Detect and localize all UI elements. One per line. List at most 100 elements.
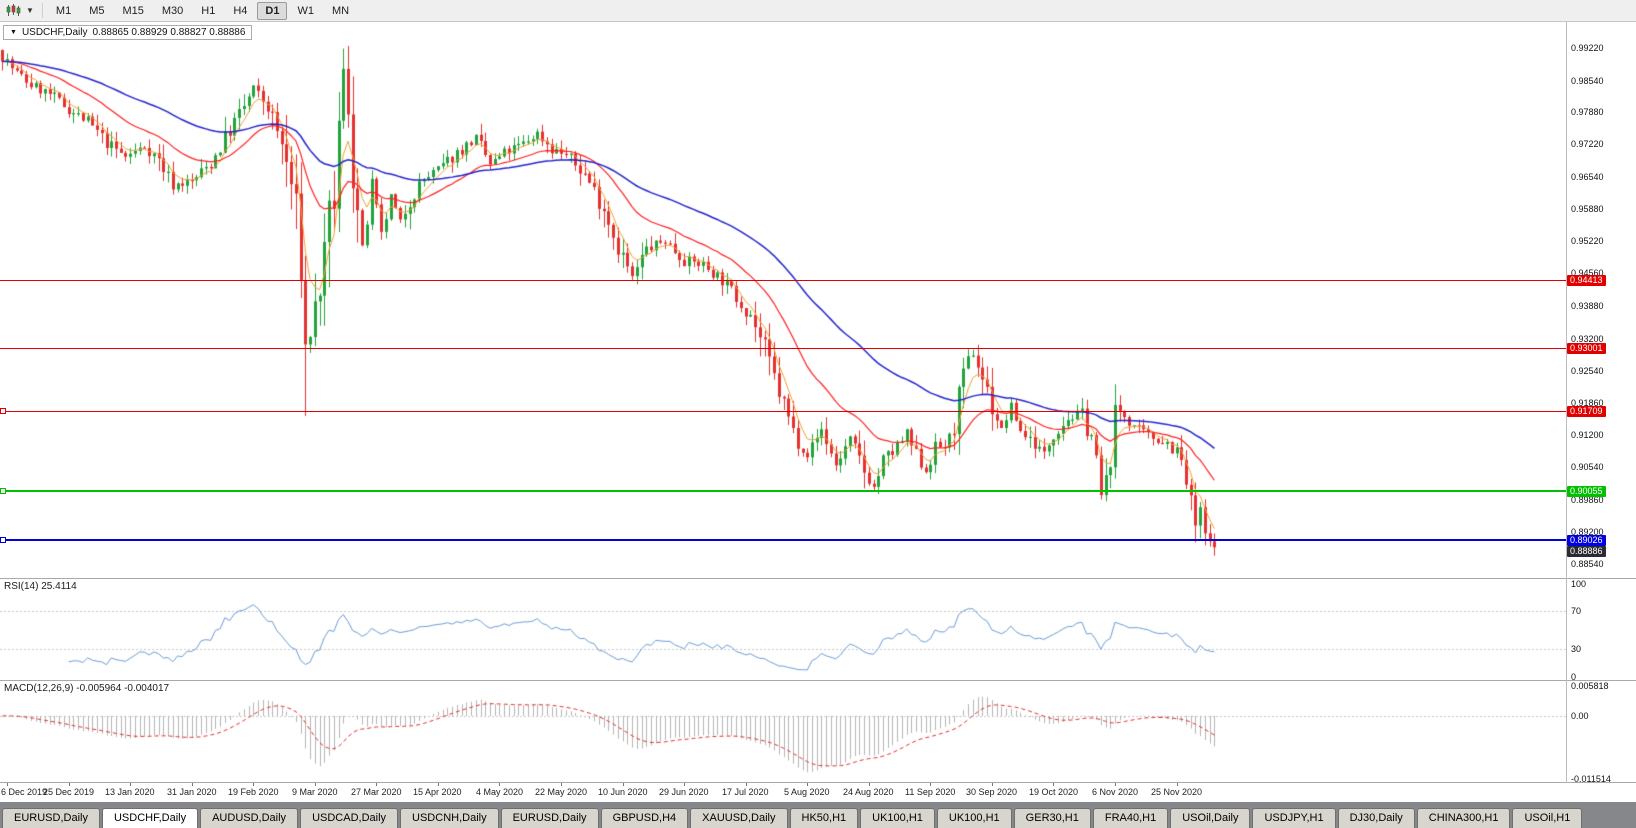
symbol-tab-usdchf-daily[interactable]: USDCHF,Daily [101,808,199,828]
date-label: 30 Sep 2020 [966,787,1018,797]
price-axis-tick: 0.95880 [1571,204,1604,215]
timeframe-button-mn[interactable]: MN [331,4,350,17]
price-axis-tick: 0.98540 [1571,75,1604,86]
timeframe-button-m15[interactable]: M15 [122,4,144,17]
price-axis-tick: 0.91200 [1571,430,1604,441]
hline-0.89026[interactable] [0,539,1566,541]
symbol-tab-usdcnh-daily[interactable]: USDCNH,Daily [400,808,499,828]
date-label: 29 Jun 2020 [659,787,709,797]
price-tag-0.90055: 0.90055 [1567,486,1606,497]
timeframe-button-d1[interactable]: D1 [257,1,288,20]
price-axis-tick: 0.90540 [1571,462,1604,473]
price-axis-tick: 0.93200 [1571,333,1604,344]
macd-axis-tick: 0.005818 [1571,681,1609,691]
symbol-tab-hk50-h1[interactable]: HK50,H1 [789,808,859,828]
symbol-tab-uk100-h1[interactable]: UK100,H1 [936,808,1012,828]
date-tick [438,783,439,786]
timeframe-buttons: M1 M5 M15 M30 H1 H4 D1 W1 MN [48,1,357,20]
date-label: 15 Apr 2020 [413,787,462,797]
timeframe-button-m30[interactable]: M30 [161,4,184,17]
symbol-tab-china300-h1[interactable]: CHINA300,H1 [1416,808,1511,828]
rsi-axis-tick: 100 [1571,579,1587,589]
symbol-tab-xauusd-daily[interactable]: XAUUSD,Daily [690,808,788,828]
symbol-tab-fra40-h1[interactable]: FRA40,H1 [1092,808,1169,828]
price-axis-tick: 0.92540 [1571,365,1604,376]
date-label: 17 Jul 2020 [722,787,769,797]
hline-0.94413[interactable] [0,280,1566,281]
symbol-tab-usoil-daily[interactable]: USOil,Daily [1170,808,1251,828]
macd-canvas[interactable] [0,681,1566,782]
date-tick [869,783,870,786]
macd-panel: MACD(12,26,9) -0.005964 -0.004017 0.0058… [0,681,1636,784]
timeframe-button-h1[interactable]: H1 [201,4,216,17]
hline-handle-0.91709[interactable] [0,408,6,414]
main-chart-canvas[interactable] [0,22,1566,578]
hline-0.91709[interactable] [0,411,1566,412]
date-tick [1115,783,1116,786]
price-axis-tick: 0.91860 [1571,398,1604,409]
date-tick [7,783,8,786]
panel-separator[interactable] [0,680,1636,681]
symbol-tab-audusd-daily[interactable]: AUDUSD,Daily [200,808,299,828]
date-tick [499,783,500,786]
symbol-tab-gbpusd-h4[interactable]: GBPUSD,H4 [600,808,689,828]
date-label: 27 Mar 2020 [351,787,402,797]
symbol-tab-usoil-h1[interactable]: USOil,H1 [1512,808,1583,828]
price-axis-tick: 0.97220 [1571,139,1604,150]
timeframe-button-w1[interactable]: W1 [297,4,314,17]
hline-0.93001[interactable] [0,348,1566,349]
symbol-tab-ger30-h1[interactable]: GER30,H1 [1013,808,1091,828]
date-label: 11 Sep 2020 [905,787,956,797]
chart-type-dropdown-icon[interactable]: ▼ [26,6,34,15]
date-label: 25 Dec 2019 [43,787,95,797]
rsi-panel: RSI(14) 25.4114 100 70 30 0 [0,579,1636,682]
date-axis: 6 Dec 2019 25 Dec 2019 13 Jan 2020 31 Jan 2… [0,783,1636,802]
symbol-tab-dj30-daily[interactable]: DJ30,Daily [1337,808,1415,828]
date-label: 4 May 2020 [476,787,524,797]
hline-0.90055[interactable] [0,490,1566,492]
rsi-canvas[interactable] [0,579,1566,680]
symbol-tab-eurusd-daily[interactable]: EURUSD,Daily [2,808,100,828]
symbol-tabbar: EURUSD,Daily USDCHF,Daily AUDUSD,Daily USDC… [0,802,1636,828]
date-label: 5 Aug 2020 [784,787,830,797]
date-label: 31 Jan 2020 [167,787,217,797]
price-axis-tick: 0.95220 [1571,236,1604,247]
collapse-arrow-icon[interactable]: ▼ [10,29,17,36]
date-tick [253,783,254,786]
hline-handle-0.90055[interactable] [0,488,6,494]
chart-ohlc-label: 0.88865 0.88929 0.88827 0.88886 [92,27,246,38]
rsi-axis-tick: 70 [1571,605,1582,616]
hline-handle-0.89026[interactable] [0,537,6,543]
timeframe-button-h4[interactable]: H4 [233,4,248,17]
date-tick [1177,783,1178,786]
date-tick [376,783,377,786]
symbol-tab-uk100-h1[interactable]: UK100,H1 [860,808,935,828]
date-label: 13 Jan 2020 [105,787,155,797]
current-price-tag: 0.88886 [1567,546,1606,558]
symbol-tab-eurusd-daily[interactable]: EURUSD,Daily [500,808,599,828]
date-tick [315,783,316,786]
date-label: 24 Aug 2020 [843,787,894,797]
timeframe-button-m1[interactable]: M1 [55,4,72,17]
date-tick [561,783,562,786]
date-tick [623,783,624,786]
candlestick-chart-icon[interactable] [4,4,23,17]
symbol-tab-usdcad-daily[interactable]: USDCAD,Daily [300,808,399,828]
date-label: 22 May 2020 [535,787,588,797]
chart-symbol-label: USDCHF,Daily [21,27,88,38]
candlestick-glyph [6,4,21,16]
date-label: 19 Oct 2020 [1029,787,1079,797]
date-label: 19 Feb 2020 [228,787,279,797]
timeframe-button-m5[interactable]: M5 [89,4,105,17]
rsi-axis-tick: 30 [1571,643,1582,654]
price-tag-0.93001: 0.93001 [1567,343,1606,354]
panel-separator[interactable] [0,578,1636,579]
price-tag-0.91709: 0.91709 [1567,406,1606,417]
price-axis-tick: 0.89860 [1571,495,1604,506]
date-tick [192,783,193,786]
main-chart-panel: 0.94413 0.93001 0.91709 0.90055 0.89026 0.888… [0,22,1636,578]
macd-axis-tick: -0.011514 [1571,774,1611,784]
symbol-tab-usdjpy-h1[interactable]: USDJPY,H1 [1252,808,1336,828]
date-tick [807,783,808,786]
